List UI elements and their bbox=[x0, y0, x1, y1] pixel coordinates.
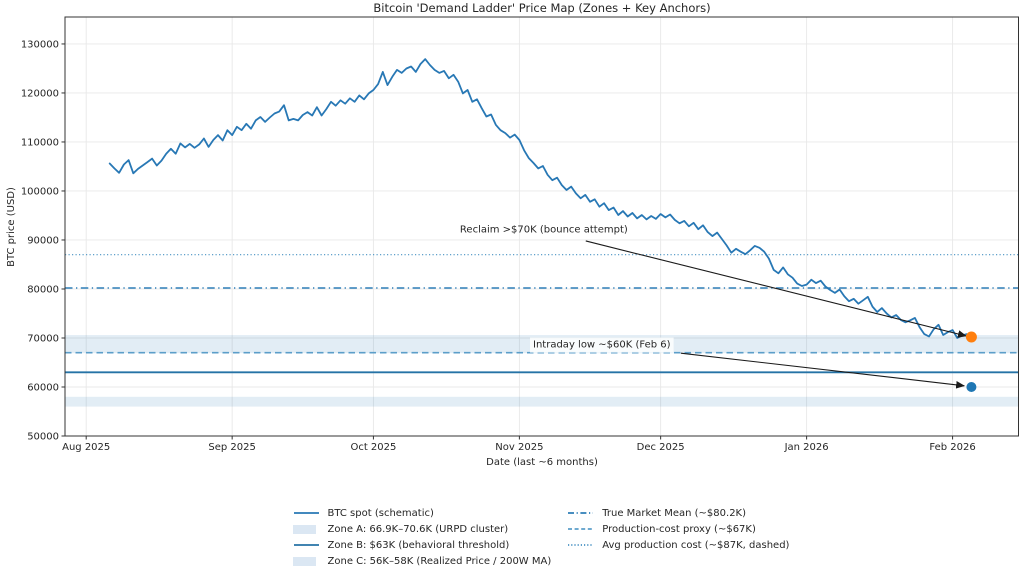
x-tick-label: Jan 2026 bbox=[784, 442, 829, 453]
zone-patch-swatch bbox=[292, 556, 320, 566]
zone-band bbox=[65, 396, 1019, 407]
legend-item: Avg production cost (~$87K, dashed) bbox=[567, 537, 789, 553]
y-axis-label: BTC price (USD) bbox=[6, 187, 17, 267]
y-tick-label: 120000 bbox=[21, 88, 59, 99]
zone-patch-swatch-fill bbox=[292, 524, 316, 534]
y-tick-label: 130000 bbox=[21, 39, 59, 50]
zone-patch-swatch bbox=[292, 524, 320, 534]
x-tick-label: Sep 2025 bbox=[208, 442, 255, 453]
legend-item: BTC spot (schematic) bbox=[293, 505, 552, 521]
legend-item: Zone B: $63K (behavioral threshold) bbox=[293, 537, 552, 553]
legend-item-label: Zone A: 66.9K–70.6K (URPD cluster) bbox=[327, 523, 509, 535]
legend-item-label: BTC spot (schematic) bbox=[327, 507, 434, 519]
legend-item-label: Production-cost proxy (~$67K) bbox=[602, 523, 756, 535]
legend-item-label: Zone B: $63K (behavioral threshold) bbox=[327, 539, 510, 551]
legend-item-label: Zone C: 56K–58K (Realized Price / 200W M… bbox=[327, 555, 552, 567]
x-tick-label: Nov 2025 bbox=[495, 442, 543, 453]
legend-item-label: Avg production cost (~$87K, dashed) bbox=[602, 539, 790, 551]
y-tick-label: 70000 bbox=[27, 333, 59, 344]
legend-item: Zone C: 56K–58K (Realized Price / 200W M… bbox=[292, 553, 552, 569]
line-dashdot-swatch bbox=[567, 508, 594, 518]
legend-column: BTC spot (schematic) Zone A: 66.9K–70.6K … bbox=[292, 505, 552, 569]
line-solid-swatch bbox=[293, 540, 320, 550]
chart-legend: BTC spot (schematic) Zone A: 66.9K–70.6K … bbox=[0, 481, 1024, 569]
key-point-markers bbox=[965, 331, 977, 392]
annotation-label: Reclaim >$70K (bounce attempt) bbox=[460, 224, 628, 235]
zone-patch-swatch-fill bbox=[292, 556, 316, 566]
annotation-label: Intraday low ~$60K (Feb 6) bbox=[533, 340, 671, 351]
y-tick-label: 100000 bbox=[21, 186, 59, 197]
x-tick-label: Aug 2025 bbox=[62, 442, 110, 453]
legend-item-label: True Market Mean (~$80.2K) bbox=[602, 507, 747, 519]
y-tick-label: 80000 bbox=[27, 284, 59, 295]
axes: Aug 2025 Sep 2025 Oct 2025 Nov 2025 Dec 2025… bbox=[21, 16, 1019, 453]
bounce-point bbox=[965, 331, 977, 343]
btc-spot-line bbox=[108, 58, 973, 339]
y-tick-label: 110000 bbox=[21, 137, 59, 148]
chart-title: Bitcoin 'Demand Ladder' Price Map (Zones… bbox=[373, 1, 710, 15]
x-axis-label: Date (last ~6 months) bbox=[486, 457, 598, 468]
line-dashed-swatch bbox=[567, 524, 594, 534]
annotations: Reclaim >$70K (bounce attempt) Intraday l… bbox=[460, 224, 967, 389]
anchor-lines bbox=[65, 254, 1019, 374]
x-tick-label: Feb 2026 bbox=[929, 442, 975, 453]
x-tick-label: Dec 2025 bbox=[637, 442, 685, 453]
line-dotted-swatch bbox=[567, 540, 594, 550]
y-tick-label: 90000 bbox=[27, 235, 59, 246]
x-tick-label: Oct 2025 bbox=[350, 442, 396, 453]
btc-price-line bbox=[108, 58, 973, 339]
annotation-bbox bbox=[530, 337, 674, 353]
legend-item: Zone A: 66.9K–70.6K (URPD cluster) bbox=[292, 521, 552, 537]
btc-demand-ladder-chart: Reclaim >$70K (bounce attempt) Intraday l… bbox=[6, 1, 1019, 468]
y-tick-label: 60000 bbox=[27, 382, 59, 393]
annotation-arrow bbox=[680, 352, 965, 389]
legend-item: True Market Mean (~$80.2K) bbox=[567, 505, 789, 521]
legend-item: Production-cost proxy (~$67K) bbox=[567, 521, 789, 537]
annotation-arrow bbox=[585, 240, 967, 338]
intraday-low-point bbox=[966, 381, 977, 392]
legend-column: True Market Mean (~$80.2K) Production-cos… bbox=[567, 505, 789, 569]
y-tick-label: 50000 bbox=[27, 432, 59, 443]
gridlines bbox=[65, 17, 1019, 437]
plot-spines bbox=[64, 16, 1019, 437]
line-solid-swatch bbox=[293, 508, 320, 518]
